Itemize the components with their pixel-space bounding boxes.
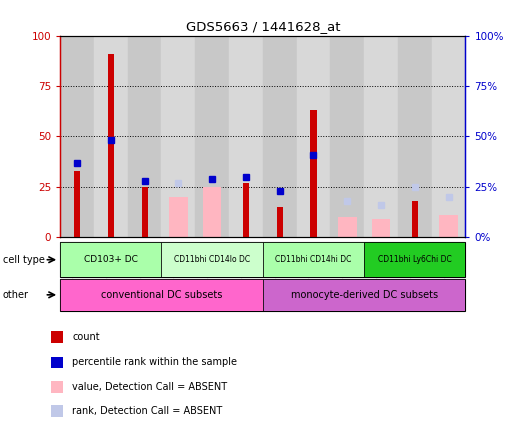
Bar	[60, 36, 94, 237]
Text: monocyte-derived DC subsets: monocyte-derived DC subsets	[291, 290, 438, 300]
Bar	[364, 242, 465, 277]
Text: CD11bhi Ly6Chi DC: CD11bhi Ly6Chi DC	[378, 255, 452, 264]
Bar	[94, 36, 128, 237]
Bar	[398, 36, 431, 237]
Title: GDS5663 / 1441628_at: GDS5663 / 1441628_at	[186, 20, 340, 33]
Bar	[364, 36, 398, 237]
Bar	[203, 187, 221, 237]
Text: other: other	[3, 290, 29, 300]
Bar	[51, 405, 63, 417]
Bar	[128, 36, 162, 237]
Text: count: count	[72, 332, 100, 342]
Bar	[412, 201, 418, 237]
Text: conventional DC subsets: conventional DC subsets	[101, 290, 222, 300]
Text: rank, Detection Call = ABSENT: rank, Detection Call = ABSENT	[72, 406, 223, 416]
Bar	[108, 54, 114, 237]
Bar	[297, 36, 331, 237]
Bar	[229, 36, 263, 237]
Text: CD103+ DC: CD103+ DC	[84, 255, 138, 264]
Bar	[169, 197, 188, 237]
Bar	[142, 187, 147, 237]
Bar	[74, 170, 80, 237]
Bar	[195, 36, 229, 237]
Text: value, Detection Call = ABSENT: value, Detection Call = ABSENT	[72, 382, 228, 392]
Bar	[263, 36, 297, 237]
Bar	[263, 279, 465, 311]
Bar	[372, 219, 390, 237]
Bar	[162, 242, 263, 277]
Bar	[338, 217, 357, 237]
Bar	[60, 279, 263, 311]
Text: percentile rank within the sample: percentile rank within the sample	[72, 357, 237, 367]
Bar	[431, 36, 465, 237]
Bar	[60, 242, 162, 277]
Bar	[439, 215, 458, 237]
Bar	[331, 36, 364, 237]
Bar	[51, 357, 63, 368]
Bar	[243, 183, 249, 237]
Text: CD11bhi CD14hi DC: CD11bhi CD14hi DC	[275, 255, 351, 264]
Bar	[277, 207, 283, 237]
Bar	[162, 36, 195, 237]
Bar	[263, 242, 364, 277]
Bar	[311, 110, 316, 237]
Bar	[51, 331, 63, 343]
Bar	[51, 381, 63, 393]
Text: cell type: cell type	[3, 255, 44, 265]
Text: CD11bhi CD14lo DC: CD11bhi CD14lo DC	[174, 255, 250, 264]
